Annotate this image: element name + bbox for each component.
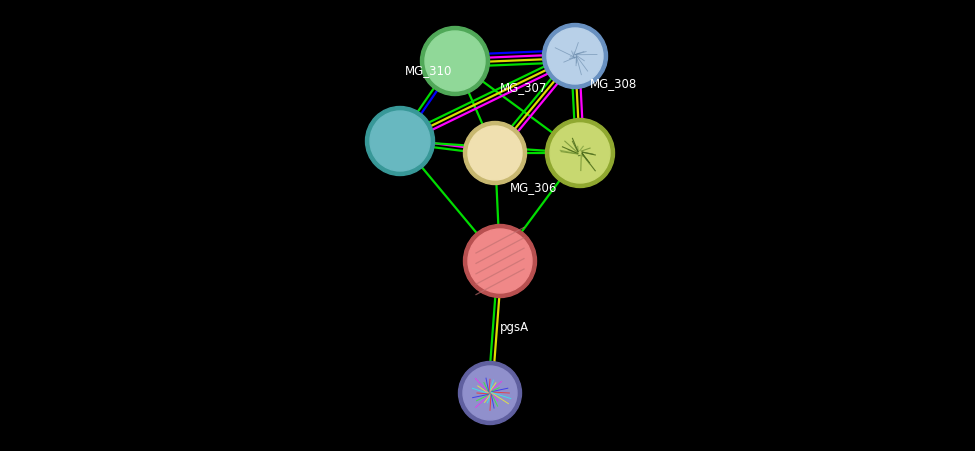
Circle shape — [458, 362, 522, 424]
Circle shape — [425, 31, 485, 91]
Circle shape — [370, 111, 430, 171]
Circle shape — [550, 123, 610, 183]
Circle shape — [542, 23, 607, 88]
Circle shape — [468, 229, 532, 293]
Circle shape — [463, 366, 517, 420]
Text: MG_308: MG_308 — [590, 77, 638, 90]
Circle shape — [463, 225, 536, 298]
Circle shape — [547, 28, 603, 84]
Circle shape — [468, 126, 522, 180]
Circle shape — [420, 27, 489, 96]
Text: pgsA: pgsA — [500, 321, 529, 334]
Text: MG_307: MG_307 — [500, 81, 547, 94]
Text: MG_306: MG_306 — [510, 181, 558, 194]
Circle shape — [463, 121, 526, 184]
Circle shape — [545, 119, 614, 188]
Text: MG_310: MG_310 — [405, 64, 452, 77]
Circle shape — [366, 106, 435, 175]
